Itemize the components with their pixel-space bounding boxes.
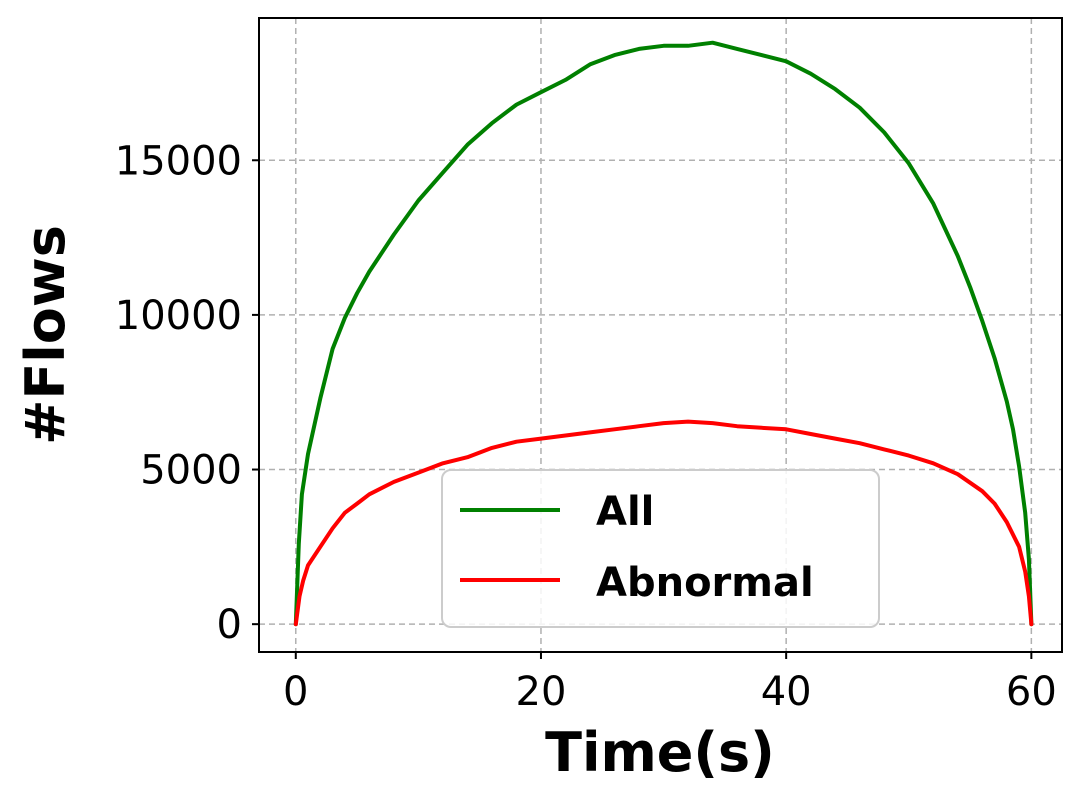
series-line-all (293, 40, 1034, 627)
y-axis-title: #Flows (14, 225, 77, 445)
x-tick-label: 60 (1006, 669, 1057, 715)
x-tick-label: 40 (761, 669, 812, 715)
x-axis-title: Time(s) (545, 721, 775, 784)
legend: All Abnormal (441, 469, 880, 628)
series-layer (293, 40, 1034, 627)
y-tick-label: 5000 (140, 448, 242, 494)
axis-ticks: 0 20 40 60 0 5000 10000 15000 (115, 138, 1057, 715)
y-tick-label: 15000 (115, 138, 242, 184)
y-tick-label: 0 (217, 602, 242, 648)
x-tick-label: 0 (283, 669, 308, 715)
x-tick-label: 20 (516, 669, 567, 715)
series-line-abnormal (293, 419, 1034, 627)
legend-label-abnormal: Abnormal (596, 560, 814, 606)
plot-frame (258, 17, 1063, 653)
legend-label-all: All (596, 489, 654, 535)
y-tick-label: 10000 (115, 293, 242, 339)
